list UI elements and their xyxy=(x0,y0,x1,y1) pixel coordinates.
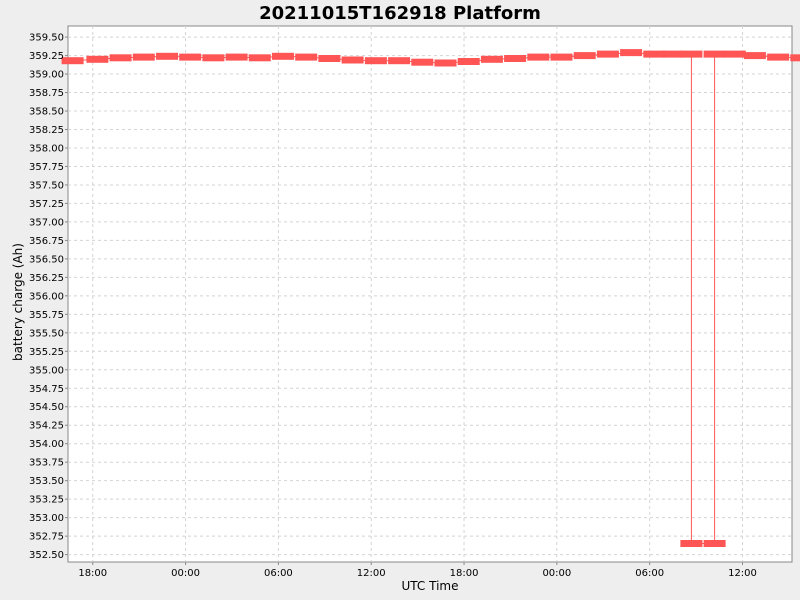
data-point xyxy=(743,52,766,60)
x-axis-label: UTC Time xyxy=(402,579,459,593)
y-tick-label: 354.25 xyxy=(29,421,64,432)
data-point xyxy=(411,58,434,66)
y-tick-label: 359.00 xyxy=(29,70,64,81)
y-tick-label: 353.25 xyxy=(29,495,64,506)
y-tick-label: 355.25 xyxy=(29,347,64,358)
data-point xyxy=(703,540,726,547)
y-tick-label: 354.00 xyxy=(29,439,64,450)
y-tick-label: 357.00 xyxy=(29,217,64,228)
data-point xyxy=(723,50,746,58)
data-point xyxy=(61,57,84,65)
data-point xyxy=(434,59,457,67)
data-point xyxy=(680,540,703,547)
x-axis: 18:00 00:00 06:00 12:00 18:00 00:00 06:00 12:00… xyxy=(78,562,757,579)
plot-area xyxy=(67,25,793,563)
data-point xyxy=(643,50,666,58)
y-tick-label: 357.75 xyxy=(29,162,64,173)
y-tick-label: 353.50 xyxy=(29,476,64,487)
y-axis: 352.50 352.75 353.00 353.25 353.50 353.75 354.… xyxy=(29,33,68,561)
data-point xyxy=(550,53,573,61)
y-tick-label: 354.50 xyxy=(29,402,64,413)
data-point xyxy=(680,50,703,58)
data-point xyxy=(341,56,364,64)
data-point xyxy=(388,57,411,65)
data-point xyxy=(86,55,109,63)
x-tick-label: 18:00 xyxy=(450,568,479,579)
y-tick-label: 358.00 xyxy=(29,143,64,154)
y-tick-label: 355.50 xyxy=(29,328,64,339)
y-tick-label: 358.25 xyxy=(29,125,64,136)
x-tick-label: 00:00 xyxy=(542,568,571,579)
data-point xyxy=(109,54,132,62)
y-tick-label: 356.50 xyxy=(29,254,64,265)
y-tick-label: 356.75 xyxy=(29,236,64,247)
data-point xyxy=(156,52,178,60)
data-point xyxy=(318,55,341,62)
y-tick-label: 355.00 xyxy=(29,365,64,376)
y-tick-label: 356.00 xyxy=(29,291,64,302)
data-point xyxy=(596,50,619,58)
data-point xyxy=(504,55,527,62)
data-point xyxy=(620,49,643,57)
data-point xyxy=(767,53,790,61)
data-point xyxy=(703,50,726,58)
x-tick-label: 18:00 xyxy=(78,568,107,579)
y-tick-label: 358.50 xyxy=(29,107,64,118)
data-point xyxy=(790,54,800,62)
grid xyxy=(68,26,792,562)
data-point xyxy=(364,57,387,65)
y-tick-label: 359.50 xyxy=(29,33,64,44)
y-tick-label: 359.25 xyxy=(29,51,64,62)
y-tick-label: 356.25 xyxy=(29,273,64,284)
y-tick-label: 353.00 xyxy=(29,513,64,524)
y-tick-label: 358.75 xyxy=(29,88,64,99)
x-tick-label: 12:00 xyxy=(728,568,757,579)
x-tick-label: 12:00 xyxy=(357,568,386,579)
data-point xyxy=(248,54,271,62)
y-tick-label: 354.75 xyxy=(29,384,64,395)
data-point xyxy=(527,53,550,61)
data-point xyxy=(480,55,503,63)
x-tick-label: 00:00 xyxy=(171,568,200,579)
y-tick-label: 355.75 xyxy=(29,310,64,321)
data-point xyxy=(295,53,318,61)
chart-title: 20211015T162918 Platform xyxy=(259,3,541,24)
data-point xyxy=(661,50,684,58)
y-tick-label: 353.75 xyxy=(29,458,64,469)
series-layer xyxy=(61,49,800,547)
x-tick-label: 06:00 xyxy=(264,568,293,579)
data-point xyxy=(457,58,480,65)
y-tick-label: 357.50 xyxy=(29,180,64,191)
data-point xyxy=(202,54,225,62)
y-tick-label: 357.25 xyxy=(29,199,64,210)
data-point xyxy=(132,53,155,61)
data-point xyxy=(179,53,202,61)
x-tick-label: 06:00 xyxy=(635,568,664,579)
data-point xyxy=(225,53,248,61)
y-axis-label: battery charge (Ah) xyxy=(11,243,25,361)
data-point xyxy=(272,52,294,60)
data-point xyxy=(573,52,596,60)
y-tick-label: 352.75 xyxy=(29,532,64,543)
y-tick-label: 352.50 xyxy=(29,550,64,561)
